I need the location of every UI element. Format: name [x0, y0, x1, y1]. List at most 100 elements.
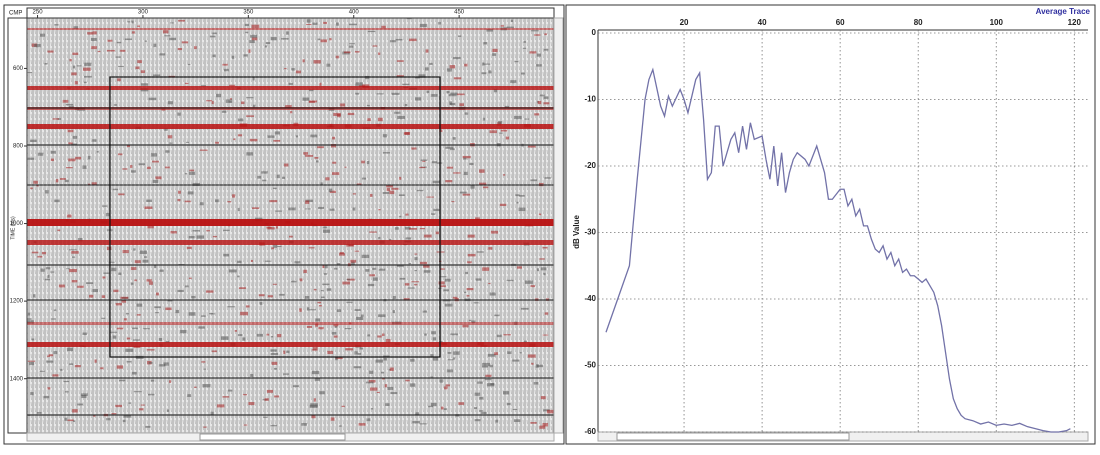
- wiggle: [484, 378, 492, 381]
- wiggle: [126, 337, 131, 340]
- wiggle: [164, 128, 168, 131]
- wiggle: [191, 295, 196, 299]
- wiggle: [142, 259, 149, 263]
- wiggle: [439, 379, 443, 383]
- x-tick-label: 20: [680, 18, 689, 27]
- wiggle: [331, 172, 340, 175]
- wiggle: [201, 361, 206, 363]
- wiggle: [462, 155, 471, 159]
- wiggle: [92, 289, 98, 293]
- wiggle: [534, 113, 540, 116]
- wiggle: [530, 285, 536, 288]
- wiggle: [319, 391, 325, 395]
- wiggle: [137, 25, 140, 27]
- wiggle: [390, 392, 398, 395]
- x-tick-label: 120: [1068, 18, 1082, 27]
- wiggle: [72, 52, 79, 55]
- wiggle: [175, 309, 180, 314]
- wiggle: [430, 94, 438, 97]
- wiggle: [303, 269, 307, 274]
- wiggle: [140, 70, 145, 74]
- wiggle: [446, 166, 453, 169]
- wiggle: [132, 327, 138, 330]
- wiggle: [337, 113, 341, 118]
- wiggle: [543, 48, 549, 51]
- wiggle: [33, 180, 38, 184]
- wiggle: [277, 334, 282, 338]
- wiggle: [522, 47, 527, 49]
- wiggle: [490, 230, 499, 234]
- wiggle: [101, 317, 106, 319]
- wiggle: [243, 54, 248, 57]
- wiggle: [506, 26, 514, 29]
- wiggle: [288, 82, 293, 85]
- wiggle: [146, 199, 152, 202]
- wiggle: [479, 396, 484, 400]
- wiggle: [126, 145, 131, 148]
- y-tick-label: -30: [584, 228, 596, 237]
- wiggle: [381, 333, 385, 337]
- wiggle: [466, 287, 474, 291]
- wiggle: [131, 31, 135, 34]
- scrollbar[interactable]: [553, 17, 564, 434]
- wiggle: [534, 34, 541, 36]
- wiggle: [92, 139, 97, 142]
- wiggle: [513, 419, 521, 422]
- wiggle: [317, 38, 321, 41]
- wiggle: [369, 193, 373, 197]
- wiggle: [198, 326, 205, 329]
- wiggle: [78, 237, 83, 242]
- wiggle: [166, 409, 169, 412]
- wiggle: [211, 350, 217, 353]
- wiggle: [536, 268, 539, 272]
- wiggle: [220, 336, 229, 340]
- wiggle: [539, 425, 546, 429]
- y-tick-label: 1000: [10, 221, 24, 227]
- wiggle: [272, 283, 277, 285]
- wiggle: [349, 23, 357, 26]
- wiggle: [474, 419, 481, 422]
- wiggle: [503, 391, 510, 395]
- wiggle: [163, 362, 169, 366]
- wiggle: [305, 154, 314, 157]
- x-tick-label: 80: [914, 18, 923, 27]
- wiggle: [466, 295, 470, 297]
- wiggle: [438, 21, 441, 25]
- wiggle: [155, 312, 159, 314]
- wiggle: [323, 21, 328, 24]
- wiggle: [136, 314, 141, 316]
- wiggle: [159, 53, 166, 56]
- wiggle: [30, 139, 37, 143]
- selection-box[interactable]: [109, 76, 441, 358]
- wiggle: [367, 334, 371, 337]
- wiggle: [369, 231, 377, 233]
- wiggle: [115, 302, 122, 306]
- scroll-thumb[interactable]: [616, 432, 850, 441]
- wiggle: [474, 392, 481, 396]
- wiggle: [77, 403, 84, 406]
- wiggle: [351, 261, 355, 265]
- wiggle: [120, 296, 129, 299]
- wiggle: [483, 42, 488, 45]
- wiggle: [424, 67, 429, 71]
- wiggle: [531, 30, 539, 32]
- wiggle: [377, 314, 386, 318]
- wiggle: [542, 423, 549, 427]
- wiggle: [542, 246, 548, 249]
- wiggle: [31, 251, 39, 254]
- x-tick-label: 350: [243, 10, 254, 16]
- wiggle: [404, 103, 408, 107]
- wiggle: [246, 115, 255, 117]
- scroll-thumb[interactable]: [199, 433, 346, 441]
- wiggle: [83, 81, 87, 84]
- wiggle: [53, 309, 57, 312]
- wiggle: [232, 194, 236, 198]
- wiggle: [438, 281, 445, 285]
- wiggle: [471, 320, 476, 324]
- wiggle: [469, 162, 474, 166]
- wiggle: [528, 145, 536, 148]
- wiggle: [524, 118, 530, 120]
- wiggle: [257, 175, 262, 179]
- wiggle: [355, 92, 360, 95]
- wiggle: [463, 157, 467, 160]
